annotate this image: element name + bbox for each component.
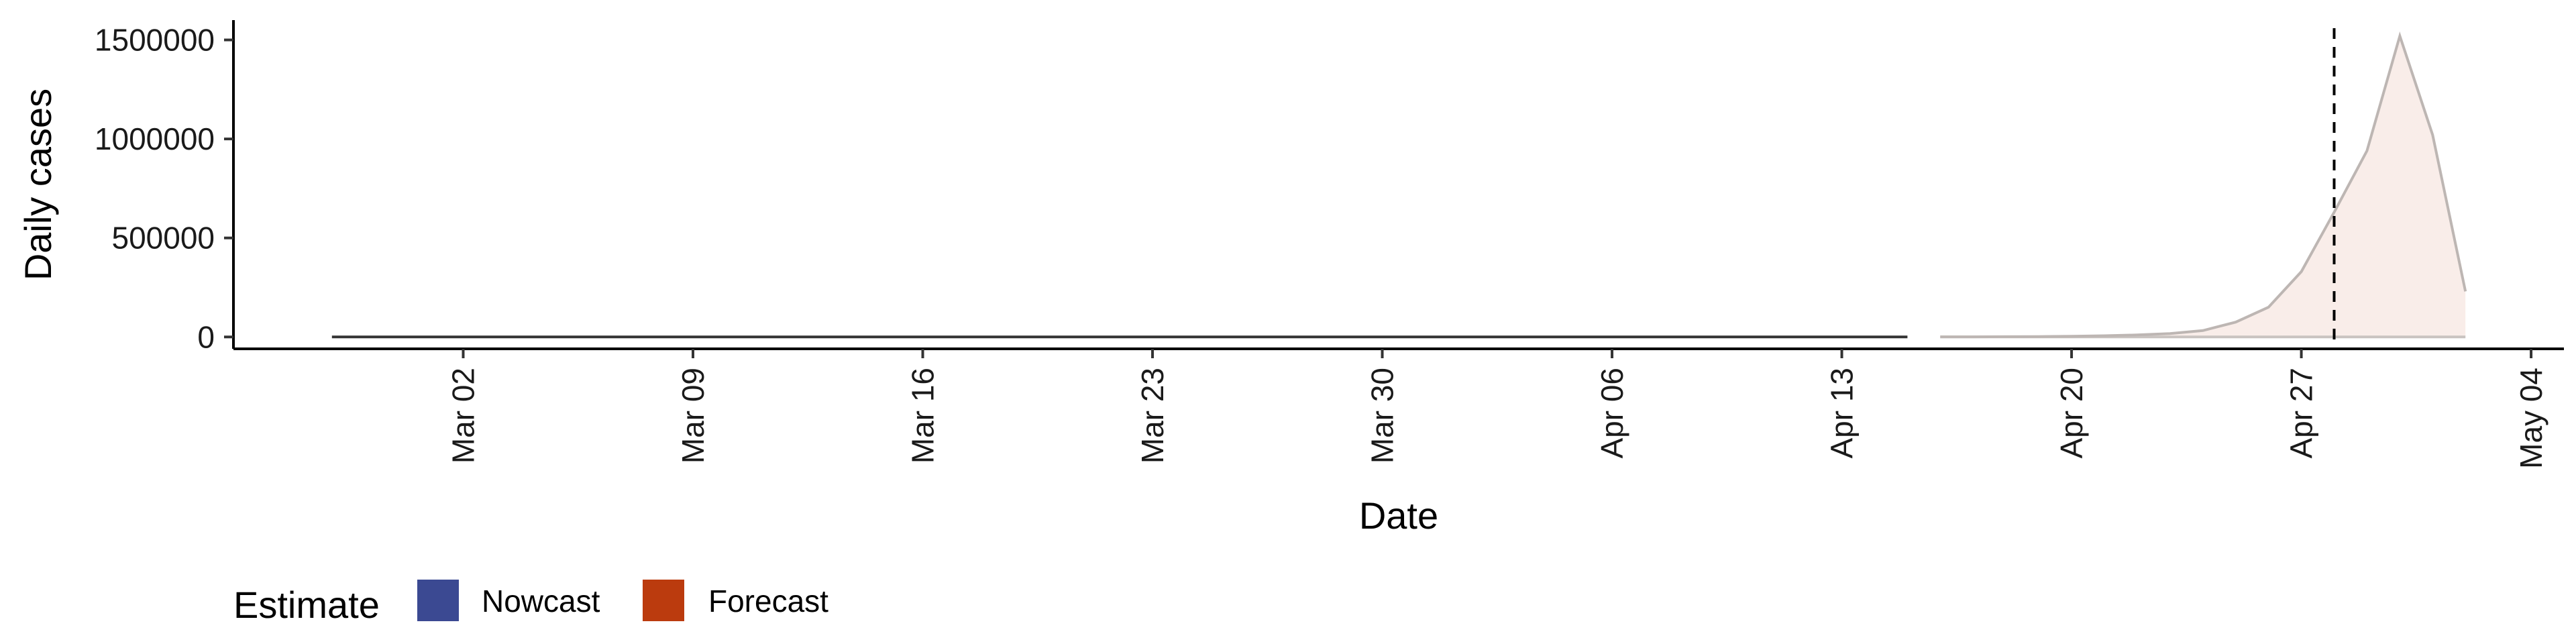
y-tick-label-3: 1500000 xyxy=(95,23,215,58)
x-tick-label-6: Apr 13 xyxy=(1825,368,1860,459)
x-tick-label-2: Mar 16 xyxy=(906,368,941,464)
x-axis-title: Date xyxy=(1359,494,1438,537)
x-tick-label-7: Apr 20 xyxy=(2054,368,2089,459)
y-tick-label-2: 1000000 xyxy=(95,121,215,156)
x-ticks: Mar 02 Mar 09 Mar 16 Mar 23 Mar 30 Apr 06 Apr … xyxy=(446,349,2548,469)
legend-label-forecast: Forecast xyxy=(708,584,828,619)
line-forecast xyxy=(1940,31,2467,339)
x-tick-label-5: Apr 06 xyxy=(1595,368,1629,459)
y-ticks: 0 500000 1000000 1500000 xyxy=(95,23,233,354)
legend-key-forecast xyxy=(643,580,684,621)
plot-area xyxy=(331,28,2467,349)
legend-key-nowcast xyxy=(417,580,459,621)
y-tick-label-1: 500000 xyxy=(112,221,215,256)
legend-label-nowcast: Nowcast xyxy=(482,584,600,619)
x-tick-label-4: Mar 30 xyxy=(1365,368,1400,464)
x-tick-label-0: Mar 02 xyxy=(446,368,481,464)
x-tick-label-3: Mar 23 xyxy=(1135,368,1170,464)
axes: 0 500000 1000000 1500000 Mar 02 Mar 09 Mar 16… xyxy=(17,20,2564,537)
y-tick-label-0: 0 xyxy=(197,319,215,354)
legend-title: Estimate xyxy=(233,584,380,626)
x-tick-label-9: May 04 xyxy=(2514,368,2548,469)
legend: Estimate Nowcast Forecast xyxy=(233,580,828,626)
y-axis-title: Daily cases xyxy=(17,89,59,280)
x-tick-label-8: Apr 27 xyxy=(2284,368,2319,459)
x-tick-label-1: Mar 09 xyxy=(676,368,710,464)
